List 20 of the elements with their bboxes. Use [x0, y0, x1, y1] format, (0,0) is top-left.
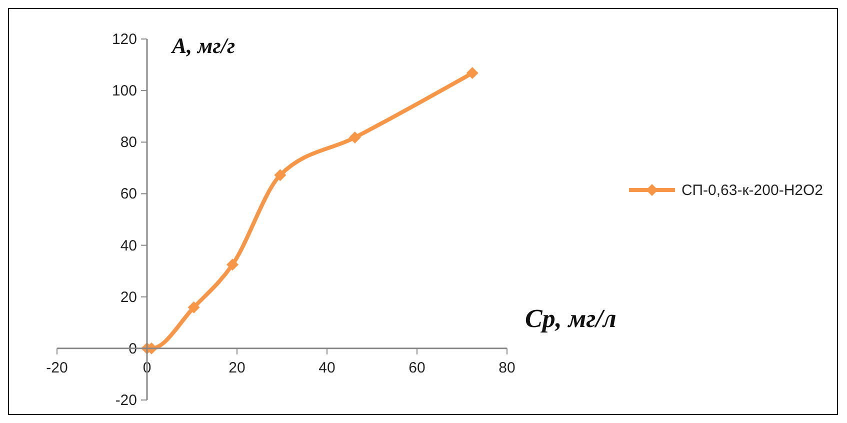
point: [274, 169, 286, 182]
x-tick-label: -20: [46, 359, 68, 376]
y-tick-label: 80: [120, 134, 137, 152]
y-tick-label: 120: [112, 31, 137, 48]
y-axis-title: A, мг/г: [172, 33, 236, 59]
x-tick-label: 20: [228, 359, 246, 376]
point: [348, 132, 361, 144]
legend-label: СП-0,63-к-200-H2O2: [681, 182, 823, 198]
x-tick-label: 80: [498, 359, 516, 376]
y-tick-label: 40: [120, 237, 137, 254]
y-tick-label: 60: [120, 186, 137, 203]
y-tick-label: 100: [112, 82, 137, 100]
point: [188, 301, 200, 314]
point: [226, 258, 238, 271]
x-axis-title: Ср, мг/л: [525, 304, 616, 334]
point: [466, 67, 478, 80]
y-tick-label: -20: [115, 392, 137, 409]
x-tick-label: 40: [318, 359, 336, 376]
y-tick-label: 20: [120, 288, 137, 306]
x-tick-label: 60: [408, 359, 426, 376]
